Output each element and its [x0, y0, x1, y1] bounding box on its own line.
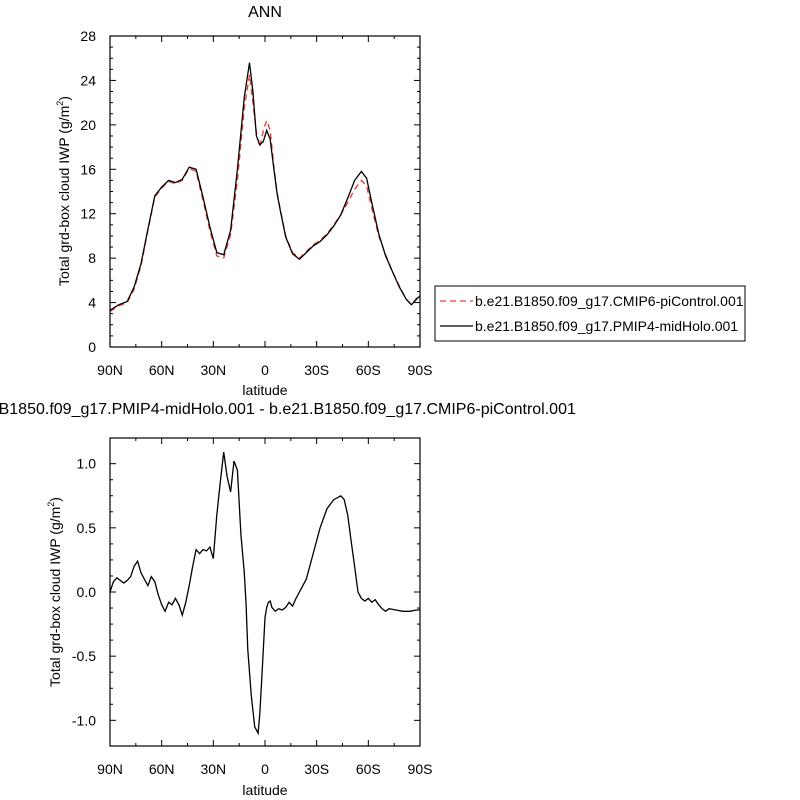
- bottom-chart-x-axis-label: latitude: [242, 782, 287, 798]
- bottom-chart-frame: [109, 437, 421, 747]
- top-chart-series-line-1: [109, 62, 421, 311]
- top-chart-y-tick-label: 20: [80, 117, 96, 133]
- bottom-chart-title: b.e21.B1850.f09_g17.PMIP4-midHolo.001 - …: [0, 401, 576, 418]
- bottom-chart-x-tick-label: 30N: [200, 761, 226, 777]
- top-chart-series-line-0: [109, 74, 421, 313]
- bottom-chart-x-tick-label: 30S: [304, 761, 329, 777]
- bottom-chart-ticks: 90N 60N 30N 0 30S 60S 90S -1.0 -0.5 0.0 0.5 1.0: [72, 438, 433, 777]
- bottom-chart-x-tick-label: 60S: [356, 761, 381, 777]
- bottom-chart-y-tick-label: 0.5: [77, 520, 97, 536]
- bottom-chart-x-tick-label: 90S: [408, 761, 433, 777]
- top-chart-y-tick-label: 28: [80, 28, 96, 44]
- top-chart-frame: [109, 35, 421, 348]
- top-chart-y-tick-label: 8: [88, 250, 96, 266]
- bottom-chart-x-tick-label: 90N: [97, 761, 123, 777]
- bottom-chart-y-tick-label: -0.5: [72, 648, 96, 664]
- top-chart-y-tick-label: 24: [80, 72, 96, 88]
- bottom-chart-y-axis-label: Total grd-box cloud IWP (g/m2): [46, 497, 63, 687]
- top-chart-title: ANN: [248, 4, 282, 21]
- top-chart-y-tick-label: 0: [88, 339, 96, 355]
- top-chart-plot-area: [109, 62, 421, 313]
- legend-label-piControl: b.e21.B1850.f09_g17.CMIP6-piControl.001: [475, 293, 744, 309]
- bottom-chart-y-tick-label: 0.0: [77, 584, 97, 600]
- top-chart-panel: ANN 90N 60N 30N 0 30S 60S 90S 0 4 8 12 16 20 24 28 lat…: [55, 4, 746, 398]
- top-chart-y-tick-label: 12: [80, 206, 96, 222]
- bottom-chart-y-tick-label: -1.0: [72, 712, 96, 728]
- bottom-chart-panel: b.e21.B1850.f09_g17.PMIP4-midHolo.001 - …: [0, 401, 576, 798]
- top-chart-x-axis-label: latitude: [242, 382, 287, 398]
- bottom-chart-x-tick-label: 60N: [149, 761, 175, 777]
- top-chart-y-axis-label: Total grd-box cloud IWP (g/m2): [55, 96, 72, 286]
- legend-box: [434, 285, 746, 342]
- top-chart-x-tick-label: 90S: [408, 362, 433, 378]
- top-chart-x-tick-label: 30N: [200, 362, 226, 378]
- legend-label-midHolo: b.e21.B1850.f09_g17.PMIP4-midHolo.001: [475, 318, 738, 334]
- bottom-chart-plot-area: [109, 452, 420, 736]
- top-chart-x-tick-label: 60S: [356, 362, 381, 378]
- top-chart-x-tick-label: 0: [261, 362, 269, 378]
- top-chart-y-tick-label: 16: [80, 161, 96, 177]
- bottom-chart-series-line-0: [109, 452, 420, 736]
- top-chart-x-tick-label: 60N: [149, 362, 175, 378]
- bottom-chart-x-tick-label: 0: [261, 761, 269, 777]
- top-chart-ticks: 90N 60N 30N 0 30S 60S 90S 0 4 8 12 16 20 24 28: [80, 28, 432, 378]
- top-chart-legend: b.e21.B1850.f09_g17.CMIP6-piControl.001 …: [434, 285, 746, 342]
- top-chart-y-tick-label: 4: [88, 295, 96, 311]
- bottom-chart-y-tick-label: 1.0: [77, 456, 97, 472]
- top-chart-x-tick-label: 90N: [97, 362, 123, 378]
- top-chart-x-tick-label: 30S: [304, 362, 329, 378]
